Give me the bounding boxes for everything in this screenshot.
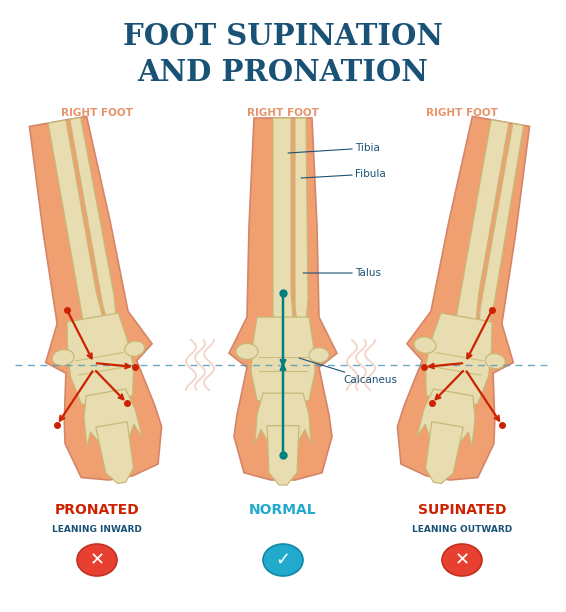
Polygon shape [84, 389, 142, 451]
Text: Calcaneus: Calcaneus [299, 358, 397, 385]
Ellipse shape [263, 544, 303, 576]
Ellipse shape [77, 544, 117, 576]
Polygon shape [295, 118, 308, 343]
Polygon shape [67, 313, 134, 406]
Text: ✕: ✕ [454, 551, 470, 569]
Ellipse shape [236, 343, 258, 359]
Polygon shape [478, 124, 524, 345]
Polygon shape [70, 118, 117, 340]
Text: RIGHT FOOT: RIGHT FOOT [426, 108, 498, 118]
Text: LEANING INWARD: LEANING INWARD [52, 526, 142, 534]
Ellipse shape [485, 354, 505, 369]
Polygon shape [251, 317, 315, 408]
Text: Tibia: Tibia [288, 143, 380, 153]
Text: AND PRONATION: AND PRONATION [138, 58, 428, 87]
Text: Fibula: Fibula [301, 169, 386, 179]
Polygon shape [417, 389, 475, 451]
Ellipse shape [442, 544, 482, 576]
Ellipse shape [125, 341, 144, 356]
Text: RIGHT FOOT: RIGHT FOOT [61, 108, 133, 118]
Text: RIGHT FOOT: RIGHT FOOT [247, 108, 319, 118]
Polygon shape [455, 120, 509, 344]
Polygon shape [426, 422, 464, 483]
Text: NORMAL: NORMAL [249, 503, 317, 517]
Polygon shape [273, 118, 293, 343]
Text: SUPINATED: SUPINATED [418, 503, 506, 517]
Text: PRONATED: PRONATED [55, 503, 139, 517]
Ellipse shape [52, 349, 74, 366]
Text: FOOT SUPINATION: FOOT SUPINATION [123, 22, 443, 51]
Ellipse shape [309, 348, 329, 362]
Polygon shape [48, 120, 104, 344]
Text: ✕: ✕ [89, 551, 105, 569]
Ellipse shape [414, 337, 436, 353]
Polygon shape [267, 426, 299, 485]
Text: ✓: ✓ [276, 551, 290, 569]
Polygon shape [397, 116, 530, 480]
Polygon shape [29, 116, 162, 480]
Polygon shape [229, 118, 337, 480]
Polygon shape [426, 313, 492, 406]
Text: LEANING OUTWARD: LEANING OUTWARD [412, 526, 512, 534]
Polygon shape [255, 393, 311, 451]
Text: Talus: Talus [303, 268, 381, 278]
Polygon shape [96, 422, 134, 483]
